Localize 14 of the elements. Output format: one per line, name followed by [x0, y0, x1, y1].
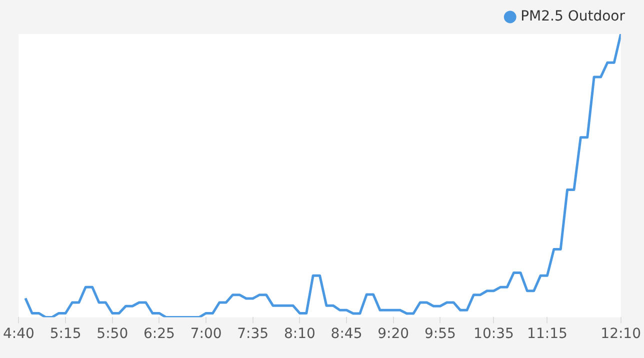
x-tick-label: 12:10: [600, 326, 642, 342]
x-tick-label: 10:35: [474, 326, 514, 342]
x-tick-label: 6:25: [143, 326, 175, 342]
x-tick-label: 11:15: [527, 326, 568, 342]
x-tick-label: 9:20: [378, 326, 410, 342]
x-tick-label: 5:50: [96, 326, 128, 342]
x-tick-label: 8:45: [330, 326, 362, 342]
x-tick-label: 8:10: [284, 326, 316, 342]
legend-label: PM2.5 Outdoor: [520, 8, 626, 25]
x-tick-label: 4:40: [2, 326, 34, 342]
x-tick-label: 7:00: [190, 326, 222, 342]
x-tick-label: 7:35: [237, 326, 269, 342]
x-tick-label: 9:55: [424, 326, 456, 342]
x-tick-label: 5:15: [50, 326, 82, 342]
